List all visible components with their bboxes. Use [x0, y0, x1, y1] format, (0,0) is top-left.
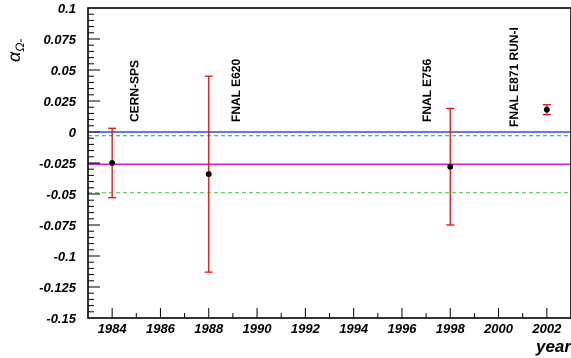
- reference-lines: [88, 131, 571, 194]
- x-tick-label: 1986: [146, 321, 176, 336]
- x-tick-label: 1984: [98, 321, 128, 336]
- y-axis-title: αΩ-: [4, 39, 27, 62]
- y-axis-title-subscript: Ω-: [13, 39, 27, 52]
- x-tick-label: 1990: [243, 321, 273, 336]
- y-tick-label: 0.05: [51, 63, 77, 78]
- y-tick-label: -0.15: [46, 311, 76, 326]
- data-point: [109, 160, 116, 166]
- data-point: [543, 106, 550, 113]
- y-tick-label: -0.05: [46, 187, 76, 202]
- experiment-label: FNAL E756: [420, 59, 434, 122]
- experiment-label: FNAL E871 RUN-I: [507, 27, 521, 127]
- y-tick-label: 0.025: [43, 94, 76, 109]
- y-axis: 0.1 0.075 0.05 0.025 0 -0.025 -0.05 -0.075 -0.1 -…: [39, 1, 100, 326]
- experiment-label: CERN-SPS: [128, 60, 142, 122]
- y-tick-label: -0.025: [39, 156, 77, 171]
- x-tick-label: 1992: [291, 321, 321, 336]
- y-tick-label: 0.1: [58, 1, 76, 16]
- y-tick-label: 0.075: [43, 32, 76, 47]
- x-tick-label: 2002: [531, 321, 562, 336]
- data-point: [447, 163, 454, 170]
- x-tick-label: 1994: [339, 321, 369, 336]
- data-points: [108, 75, 551, 273]
- x-axis-title: year: [535, 337, 571, 356]
- experiment-label: FNAL E620: [229, 59, 243, 122]
- y-tick-label: -0.075: [39, 218, 77, 233]
- experiment-labels: CERN-SPS FNAL E620 FNAL E756 FNAL E871 RUN-…: [128, 27, 521, 127]
- y-tick-label: 0: [69, 125, 77, 140]
- x-tick-label: 1988: [194, 321, 224, 336]
- x-tick-label: 1998: [436, 321, 466, 336]
- x-tick-label: 1996: [387, 321, 417, 336]
- plot-frame: [87, 7, 571, 319]
- y-axis-title-main: α: [4, 51, 24, 62]
- x-tick-label: 2000: [483, 321, 514, 336]
- y-tick-label: -0.1: [54, 249, 76, 264]
- y-tick-label: -0.125: [39, 280, 77, 295]
- x-axis: 1984 1986 1988 1990 1992 1994 1996 1998 2000 2002: [87, 308, 571, 336]
- data-point: [205, 171, 212, 178]
